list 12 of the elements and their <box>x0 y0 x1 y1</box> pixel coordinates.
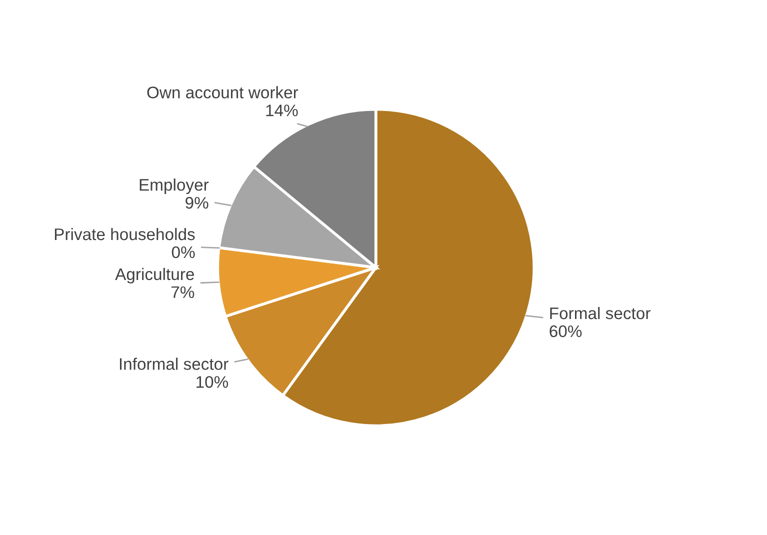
data-label: 7% <box>171 286 194 298</box>
data-label: 10% <box>196 376 228 388</box>
slice-label: Informal sector <box>120 358 228 370</box>
category-label: Private households <box>54 228 195 240</box>
data-label: 60% <box>550 325 582 338</box>
slice-label: Employer <box>140 178 209 194</box>
data-label: 9% <box>186 196 208 209</box>
text: 0% <box>172 246 195 258</box>
slice-label: Agriculture <box>115 268 194 284</box>
slice-label: Formal sector <box>550 306 650 320</box>
data-label: 14% <box>266 104 298 116</box>
slice-label: Own account worker <box>147 86 298 98</box>
